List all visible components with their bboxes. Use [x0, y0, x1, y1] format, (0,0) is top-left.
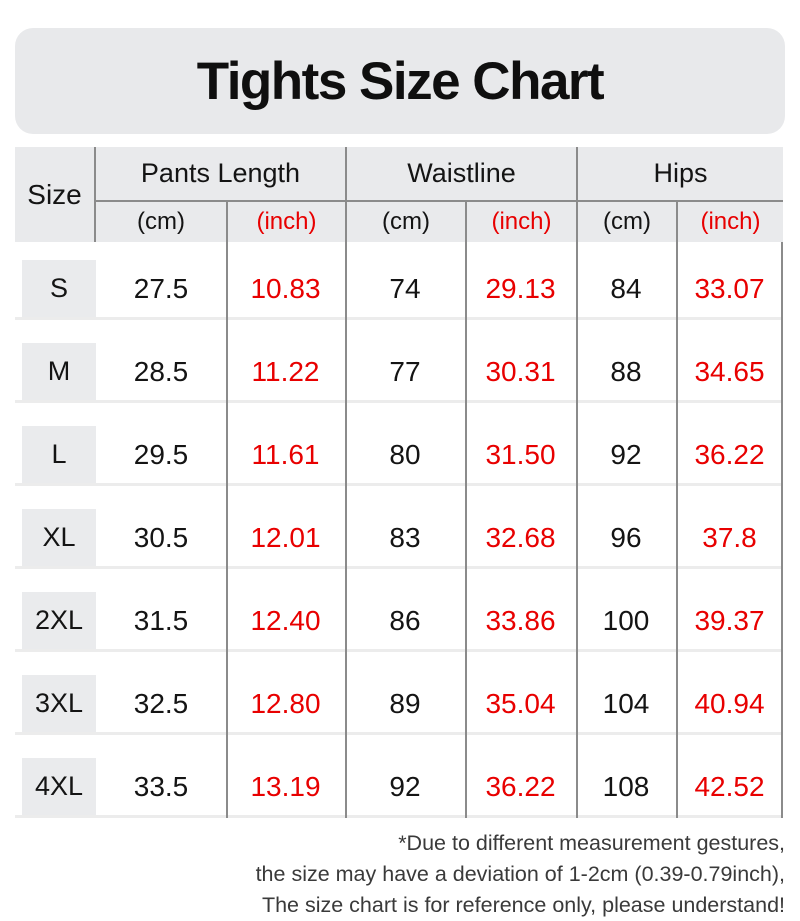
table-row: XL 30.5 12.01 83 32.68 96 37.8 [15, 509, 783, 569]
waist-cm-value: 74 [389, 272, 421, 304]
unit-header-pants-inch: (inch) [226, 202, 345, 242]
table-row: 4XL 33.5 13.19 92 36.22 108 42.52 [15, 758, 783, 818]
page-title: Tights Size Chart [196, 51, 605, 111]
size-label: S [22, 260, 96, 317]
waist-cm-value: 92 [389, 770, 421, 802]
table-rows: S 27.5 10.83 74 29.13 84 33.07 M 28.5 11… [15, 242, 783, 818]
size-label: M [22, 343, 96, 400]
size-label: L [22, 426, 96, 483]
hips-inch-value: 42.52 [694, 770, 765, 802]
table-header: Size Pants Length Waistline Hips (cm) (i… [15, 147, 783, 242]
pants-cm-value: 33.5 [133, 770, 189, 802]
col-group-pants-length: Pants Length [140, 158, 301, 188]
unit-header-waist-cm: (cm) [345, 202, 465, 242]
table-row: 3XL 32.5 12.80 89 35.04 104 40.94 [15, 675, 783, 735]
column-divider [676, 242, 678, 818]
pants-cm-value: 31.5 [133, 604, 189, 636]
table-row: 2XL 31.5 12.40 86 33.86 100 39.37 [15, 592, 783, 652]
hips-cm-value: 108 [602, 770, 650, 802]
footnote-line: the size may have a deviation of 1-2cm (… [255, 862, 785, 886]
waist-cm-value: 80 [389, 438, 421, 470]
column-divider [345, 242, 347, 818]
unit-header-hips-inch: (inch) [676, 202, 783, 242]
size-label: 4XL [22, 758, 96, 815]
hips-cm-value: 92 [610, 438, 642, 470]
title-banner: Tights Size Chart [15, 28, 785, 134]
hips-cm-value: 104 [602, 687, 650, 719]
table-header-columns: Pants Length Waistline Hips (cm) (inch) … [96, 147, 783, 242]
waist-inch-value: 36.22 [485, 770, 556, 802]
waist-inch-value: 31.50 [485, 438, 556, 470]
pants-cm-value: 30.5 [133, 521, 189, 553]
hips-cm-value: 88 [610, 355, 642, 387]
waist-inch-value: 30.31 [485, 355, 556, 387]
waist-cm-value: 83 [389, 521, 421, 553]
unit-header-waist-inch: (inch) [465, 202, 576, 242]
hips-inch-value: 37.8 [702, 521, 757, 553]
waist-inch-value: 35.04 [485, 687, 556, 719]
column-divider [465, 242, 467, 818]
waist-inch-value: 29.13 [485, 272, 556, 304]
pants-cm-value: 32.5 [133, 687, 189, 719]
waist-cm-value: 77 [389, 355, 421, 387]
waist-cm-value: 86 [389, 604, 421, 636]
hips-cm-value: 84 [610, 272, 642, 304]
footnote-line: The size chart is for reference only, pl… [261, 893, 785, 917]
size-label: XL [22, 509, 96, 566]
column-divider [226, 242, 228, 818]
table-row: L 29.5 11.61 80 31.50 92 36.22 [15, 426, 783, 486]
size-label: 3XL [22, 675, 96, 732]
unit-header-hips-cm: (cm) [576, 202, 676, 242]
waist-inch-value: 33.86 [485, 604, 556, 636]
hips-inch-value: 39.37 [694, 604, 765, 636]
hips-cm-value: 96 [610, 521, 642, 553]
pants-inch-value: 12.01 [250, 521, 321, 553]
pants-cm-value: 28.5 [133, 355, 189, 387]
column-divider [781, 242, 783, 818]
pants-cm-value: 29.5 [133, 438, 189, 470]
waist-inch-value: 32.68 [485, 521, 556, 553]
hips-cm-value: 100 [602, 604, 650, 636]
column-group-row: Pants Length Waistline Hips [96, 147, 783, 202]
column-unit-row: (cm) (inch) (cm) (inch) (cm) (inch) [96, 202, 783, 242]
pants-inch-value: 11.22 [251, 355, 320, 387]
pants-inch-value: 12.80 [250, 687, 321, 719]
hips-inch-value: 34.65 [694, 355, 765, 387]
unit-header-pants-cm: (cm) [137, 208, 185, 235]
footnote-line: *Due to different measurement gestures, [398, 831, 785, 855]
pants-inch-value: 10.83 [250, 272, 321, 304]
hips-inch-value: 36.22 [694, 438, 765, 470]
column-divider [576, 242, 578, 818]
pants-cm-value: 27.5 [133, 272, 189, 304]
pants-inch-value: 12.40 [250, 604, 321, 636]
col-group-waistline: Waistline [345, 147, 576, 200]
pants-inch-value: 13.19 [250, 770, 321, 802]
table-row: M 28.5 11.22 77 30.31 88 34.65 [15, 343, 783, 403]
table-body: S 27.5 10.83 74 29.13 84 33.07 M 28.5 11… [15, 242, 783, 818]
hips-inch-value: 33.07 [694, 272, 765, 304]
footnote: *Due to different measurement gestures, … [0, 828, 785, 921]
size-label: 2XL [22, 592, 96, 649]
col-group-hips: Hips [576, 147, 783, 200]
col-header-size: Size [15, 147, 96, 242]
waist-cm-value: 89 [389, 687, 421, 719]
hips-inch-value: 40.94 [694, 687, 765, 719]
table-row: S 27.5 10.83 74 29.13 84 33.07 [15, 260, 783, 320]
pants-inch-value: 11.61 [251, 438, 320, 470]
